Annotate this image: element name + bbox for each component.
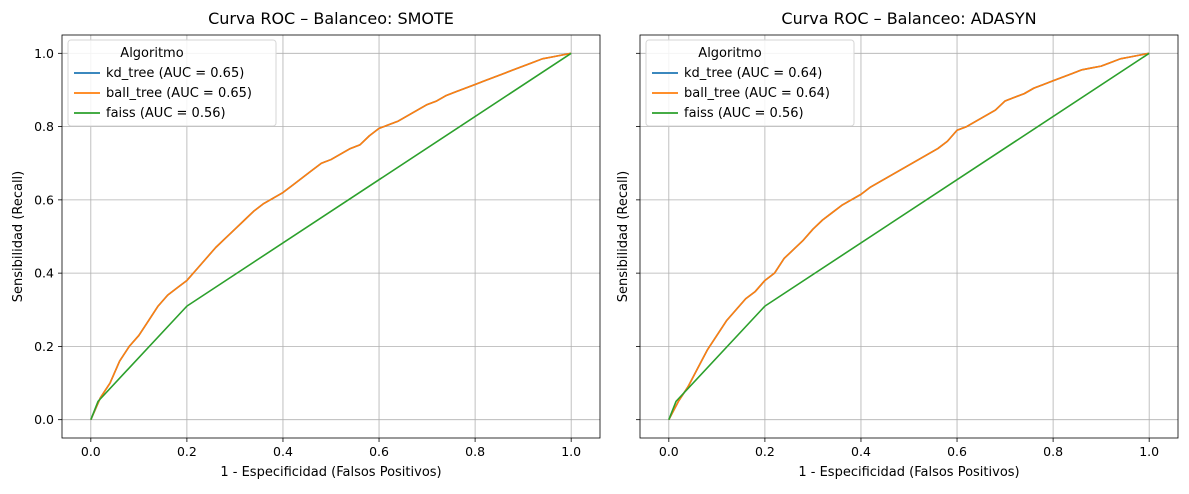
- x-axis-label: 1 - Especificidad (Falsos Positivos): [798, 465, 1019, 480]
- x-tick-label: 0.4: [851, 444, 871, 459]
- legend: Algoritmo kd_tree (AUC = 0.65) ball_tree (…: [67, 39, 277, 127]
- y-tick-label: 0.0: [34, 412, 54, 427]
- x-tick-label: 1.0: [1139, 444, 1159, 459]
- x-tick-label: 0.0: [81, 444, 101, 459]
- legend-entry: faiss (AUC = 0.56): [684, 106, 804, 121]
- y-axis-label: Sensibilidad (Recall): [11, 171, 26, 303]
- y-tick-label: 0.8: [34, 119, 54, 134]
- x-tick-label: 0.6: [369, 444, 389, 459]
- y-tick-label: 0.6: [34, 192, 54, 207]
- legend-box: [645, 39, 855, 127]
- y-axis-label: Sensibilidad (Recall): [616, 171, 631, 303]
- roc-panel-2: 0.0 0.2 0.4 0.6 0.8 1.0 Curva ROC – Balanceo: …: [616, 9, 1179, 480]
- y-tick-label: 0.4: [34, 266, 54, 281]
- x-tick-label: 0.0: [659, 444, 679, 459]
- chart-title: Curva ROC – Balanceo: ADASYN: [781, 9, 1036, 28]
- x-axis-label: 1 - Especificidad (Falsos Positivos): [220, 465, 441, 480]
- legend-title: Algoritmo: [120, 46, 183, 61]
- legend-entry: ball_tree (AUC = 0.65): [106, 86, 252, 101]
- axes-frame: [639, 34, 1179, 439]
- x-tick-label: 0.8: [465, 444, 485, 459]
- x-tick-label: 0.4: [273, 444, 293, 459]
- roc-panel-1: 0.0 0.2 0.4 0.6 0.8 1.0 0.0 0.2 0.4 0.6 0.8 1.0 Curv…: [11, 9, 601, 480]
- x-tick-label: 0.8: [1043, 444, 1063, 459]
- legend-title: Algoritmo: [698, 46, 761, 61]
- legend: Algoritmo kd_tree (AUC = 0.64) ball_tree (…: [645, 39, 855, 127]
- x-tick-label: 0.6: [947, 444, 967, 459]
- x-tick-label: 0.2: [177, 444, 197, 459]
- roc-line-faiss: [90, 52, 572, 420]
- legend-entry: kd_tree (AUC = 0.65): [106, 66, 244, 81]
- roc-line-faiss: [668, 52, 1150, 420]
- x-tick-label: 1.0: [561, 444, 581, 459]
- y-tick-label: 1.0: [34, 46, 54, 61]
- legend-entry: kd_tree (AUC = 0.64): [684, 66, 822, 81]
- axes-frame: [61, 34, 601, 439]
- roc-line-ball_tree: [668, 52, 1150, 421]
- chart-title: Curva ROC – Balanceo: SMOTE: [208, 9, 454, 28]
- x-tick-label: 0.2: [755, 444, 775, 459]
- y-tick-label: 0.2: [34, 339, 54, 354]
- legend-entry: ball_tree (AUC = 0.64): [684, 86, 830, 101]
- roc-line-ball_tree: [90, 52, 572, 421]
- legend-entry: faiss (AUC = 0.56): [106, 106, 226, 121]
- legend-box: [67, 39, 277, 127]
